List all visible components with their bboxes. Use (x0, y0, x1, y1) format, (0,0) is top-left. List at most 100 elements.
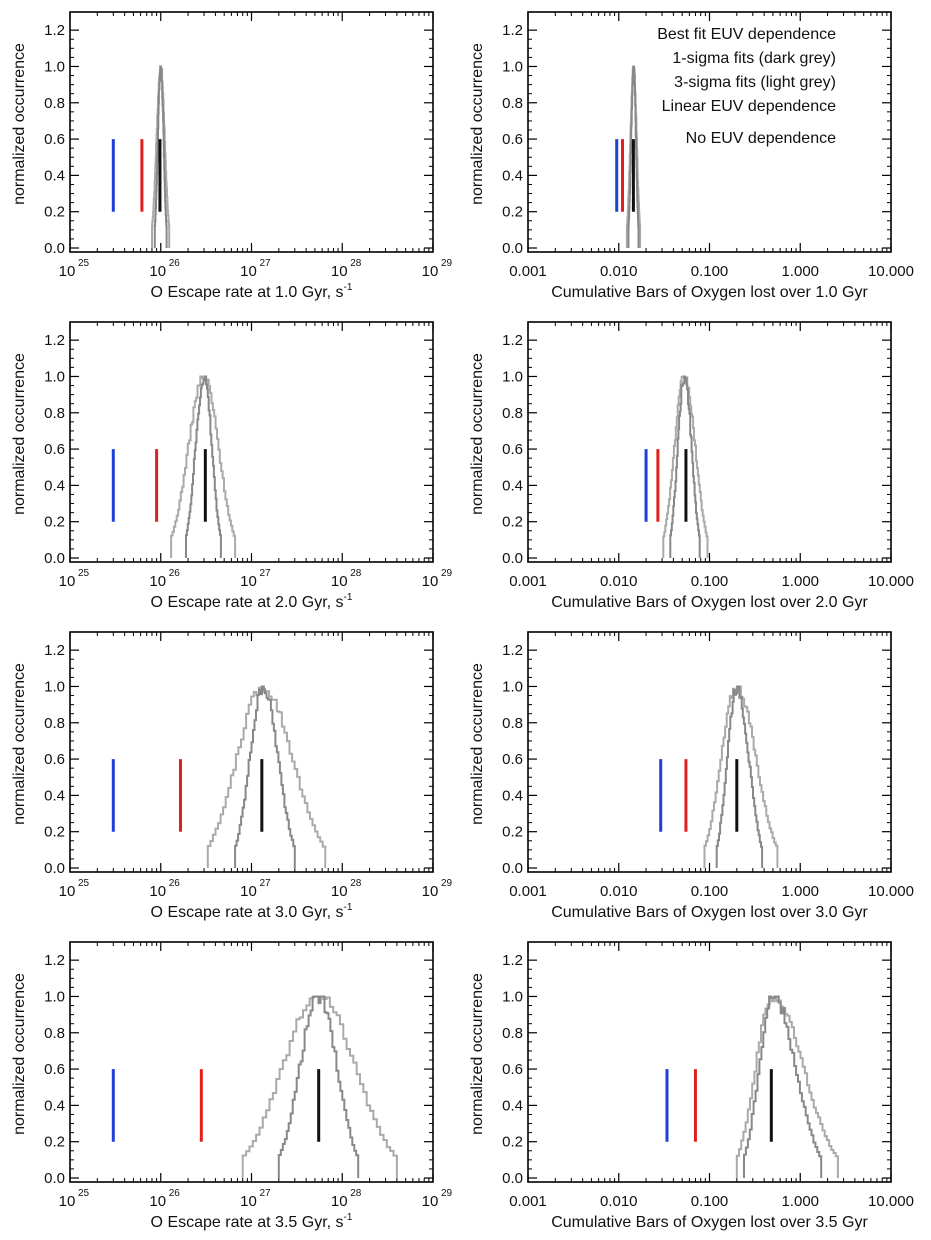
plot-frame (527, 321, 892, 563)
y-tick-label: 0.2 (502, 204, 523, 221)
y-tick-label: 0.4 (44, 787, 65, 804)
y-axis-label: normalized occurrence (469, 663, 486, 825)
x-tick-label: 10 (59, 263, 76, 280)
y-tick-label: 0.0 (502, 240, 523, 257)
x-axis-label: O Escape rate at 3.0 Gyr, s-1 (151, 902, 353, 921)
x-tick-exponent: 26 (169, 878, 181, 889)
sigma1-histogram (277, 995, 360, 1178)
x-tick-label: 10.000 (868, 1193, 914, 1210)
y-tick-label: 0.0 (502, 1170, 523, 1187)
x-tick-exponent: 27 (260, 1188, 272, 1199)
panel-1-1: 0.0 0.2 0.4 0.6 0.8 1.0 1.2 normalized occurren… (469, 321, 914, 611)
y-tick-label: 0.4 (502, 477, 523, 494)
y-tick-label: 0.6 (44, 751, 65, 768)
y-tick-label: 0.4 (44, 477, 65, 494)
y-tick-label: 0.2 (44, 514, 65, 531)
y-tick-label: 0.2 (502, 824, 523, 841)
x-tick-exponent: 27 (260, 568, 272, 579)
y-tick-label: 0.8 (502, 1025, 523, 1042)
x-axis-label: Cumulative Bars of Oxygen lost over 3.0 … (551, 904, 868, 921)
x-tick-label: 10 (240, 263, 257, 280)
x-tick-label: 1.000 (781, 263, 819, 280)
x-tick-label: 0.010 (600, 883, 638, 900)
y-tick-label: 0.6 (502, 751, 523, 768)
x-tick-exponent: 28 (350, 878, 362, 889)
x-tick-exponent: 25 (78, 568, 90, 579)
x-tick-label: 10 (240, 1193, 257, 1210)
y-tick-label: 0.4 (44, 167, 65, 184)
x-tick-label: 0.001 (509, 263, 547, 280)
sigma3-histogram (735, 995, 839, 1178)
y-axis-label: normalized occurrence (11, 973, 28, 1135)
x-tick-label: 10 (422, 883, 439, 900)
y-tick-label: 1.2 (502, 952, 523, 969)
x-axis-label: O Escape rate at 2.0 Gyr, s-1 (151, 592, 353, 611)
plot-frame (69, 11, 434, 253)
x-tick-label: 10 (422, 263, 439, 280)
y-tick-label: 1.0 (502, 58, 523, 75)
x-tick-label: 1.000 (781, 1193, 819, 1210)
x-tick-label: 10 (240, 573, 257, 590)
x-tick-exponent: 25 (78, 878, 90, 889)
x-tick-label: 0.010 (600, 263, 638, 280)
x-tick-label: 10 (149, 573, 166, 590)
x-axis-label: Cumulative Bars of Oxygen lost over 3.5 … (551, 1214, 868, 1231)
y-tick-label: 1.2 (502, 642, 523, 659)
y-tick-label: 0.6 (502, 441, 523, 458)
x-tick-exponent: 26 (169, 568, 181, 579)
x-tick-label: 0.100 (691, 1193, 729, 1210)
y-tick-label: 0.4 (502, 1097, 523, 1114)
x-tick-label: 10 (59, 883, 76, 900)
sigma1-histogram (185, 375, 222, 558)
y-tick-label: 0.0 (502, 860, 523, 877)
y-tick-label: 1.0 (502, 368, 523, 385)
x-tick-label: 0.010 (600, 573, 638, 590)
x-tick-exponent: 29 (441, 258, 453, 269)
legend-entry-sigma1: 1-sigma fits (dark grey) (672, 50, 836, 67)
x-tick-exponent: 28 (350, 1188, 362, 1199)
x-tick-label: 0.001 (509, 1193, 547, 1210)
x-tick-label: 10 (331, 1193, 348, 1210)
y-tick-label: 1.2 (44, 332, 65, 349)
x-tick-exponent: 25 (78, 258, 90, 269)
y-tick-label: 1.0 (44, 368, 65, 385)
x-tick-label: 1.000 (781, 883, 819, 900)
y-axis-label: normalized occurrence (11, 43, 28, 205)
x-tick-exponent: 29 (441, 878, 453, 889)
x-tick-exponent: 29 (441, 568, 453, 579)
y-tick-label: 0.0 (44, 1170, 65, 1187)
legend-entry-sigma3: 3-sigma fits (light grey) (674, 74, 836, 91)
y-tick-label: 0.2 (502, 514, 523, 531)
x-tick-label: 10 (331, 263, 348, 280)
x-tick-label: 10.000 (868, 263, 914, 280)
panel-1-0: 0.0 0.2 0.4 0.6 0.8 1.0 1.2 normalized occurren… (11, 321, 453, 611)
sigma3-histogram (170, 375, 237, 558)
y-tick-label: 0.8 (502, 95, 523, 112)
x-tick-label: 0.010 (600, 1193, 638, 1210)
x-tick-label: 0.001 (509, 573, 547, 590)
panel-2-0: 0.0 0.2 0.4 0.6 0.8 1.0 1.2 normalized occurren… (11, 631, 453, 921)
x-tick-label: 10 (331, 883, 348, 900)
y-tick-label: 0.2 (44, 204, 65, 221)
panel-0-0: 0.0 0.2 0.4 0.6 0.8 1.0 1.2 normalized occurren… (11, 11, 453, 301)
y-axis-label: normalized occurrence (11, 663, 28, 825)
y-tick-label: 0.4 (502, 787, 523, 804)
x-tick-label: 10 (59, 1193, 76, 1210)
y-axis-label: normalized occurrence (11, 353, 28, 515)
sigma1-histogram (715, 685, 764, 868)
sigma3-histogram (206, 685, 327, 868)
y-tick-label: 1.2 (44, 952, 65, 969)
x-axis-label-exponent: -1 (344, 592, 353, 603)
y-tick-label: 1.0 (44, 58, 65, 75)
panels-group: 0.0 0.2 0.4 0.6 0.8 1.0 1.2 normalized occurren… (11, 11, 914, 1231)
y-tick-label: 0.0 (44, 240, 65, 257)
x-tick-label: 10 (422, 573, 439, 590)
x-tick-label: 10 (149, 883, 166, 900)
y-tick-label: 0.6 (44, 441, 65, 458)
legend-entry-none: No EUV dependence (686, 130, 836, 147)
x-axis-label: O Escape rate at 3.5 Gyr, s-1 (151, 1212, 353, 1231)
y-tick-label: 0.8 (44, 95, 65, 112)
sigma1-histogram (153, 65, 168, 248)
x-tick-label: 10 (240, 883, 257, 900)
